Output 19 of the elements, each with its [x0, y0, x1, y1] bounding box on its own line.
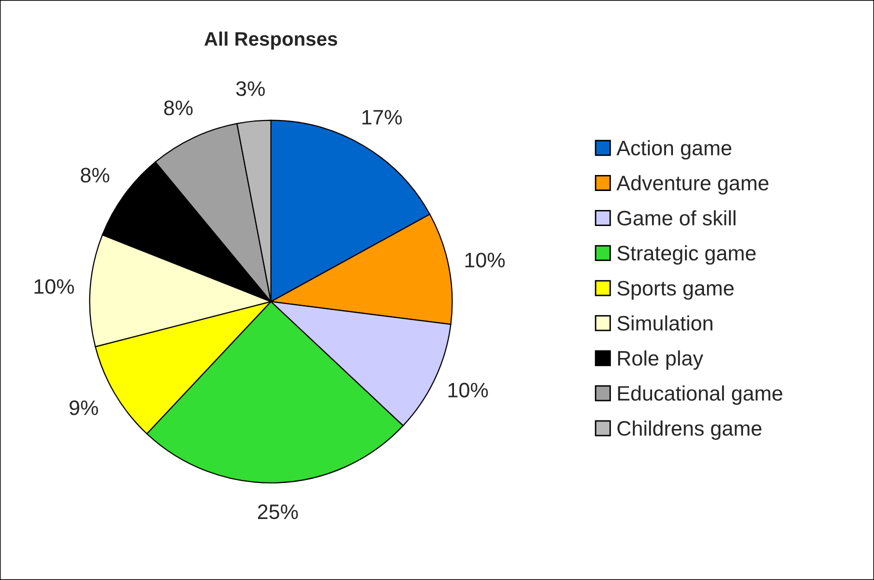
- data-label: 9%: [70, 400, 98, 416]
- data-label: 3%: [236, 81, 265, 96]
- data-label: 25%: [258, 504, 298, 520]
- legend-label: Simulation: [617, 315, 712, 331]
- legend-label: Sports game: [617, 280, 734, 300]
- data-label: 10%: [448, 382, 488, 398]
- data-label: 10%: [465, 252, 505, 268]
- chart-title: All Responses: [204, 32, 338, 50]
- legend-label: Game of skill: [617, 210, 736, 226]
- legend-label: Educational game: [618, 385, 782, 405]
- data-label: 8%: [80, 168, 110, 183]
- data-label: 8%: [164, 100, 193, 116]
- legend-label: Action game: [616, 140, 732, 160]
- legend-label: Adventure game: [616, 175, 768, 195]
- legend-label: Role play: [618, 350, 704, 370]
- data-label: 10%: [34, 279, 74, 294]
- legend-label: Childrens game: [617, 420, 762, 440]
- data-label: 17%: [362, 110, 402, 125]
- legend-label: Strategic game: [617, 245, 756, 265]
